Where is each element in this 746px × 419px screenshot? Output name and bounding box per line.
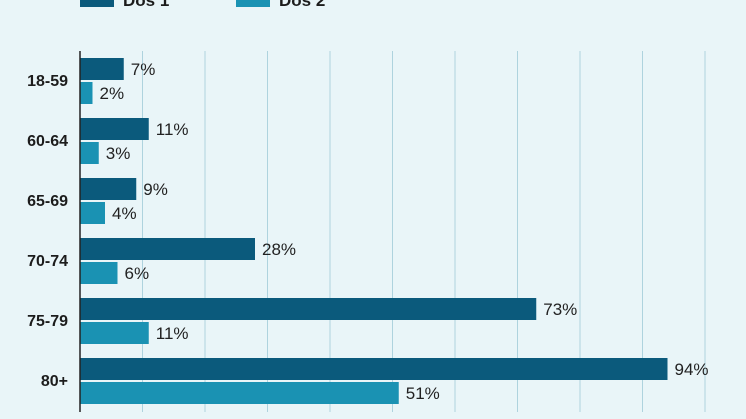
value-labels: 7% 2% 11% 3% 9% 4% 28% 6% 73% 11% 94% 51% xyxy=(100,60,709,403)
value-label-65-69-series-1: 9% xyxy=(143,180,168,199)
bar-80+-series-1 xyxy=(80,358,668,380)
legend-label-series-1: Dos 1 xyxy=(123,0,169,10)
bar-75-79-series-1 xyxy=(80,298,537,320)
value-label-65-69-series-2: 4% xyxy=(112,204,137,223)
bar-75-79-series-2 xyxy=(80,322,149,344)
value-label-70-74-series-1: 28% xyxy=(262,240,296,259)
legend-swatch-series-1 xyxy=(80,0,114,7)
category-label-70-74: 70-74 xyxy=(27,253,68,270)
value-label-75-79-series-1: 73% xyxy=(543,300,577,319)
category-label-60-64: 60-64 xyxy=(27,133,68,150)
category-label-80+: 80+ xyxy=(41,373,68,390)
bar-18-59-series-1 xyxy=(80,58,124,80)
bar-65-69-series-2 xyxy=(80,202,105,224)
bar-65-69-series-1 xyxy=(80,178,137,200)
value-label-60-64-series-2: 3% xyxy=(106,144,131,163)
bar-80+-series-2 xyxy=(80,382,399,404)
value-label-60-64-series-1: 11% xyxy=(156,120,189,139)
legend-label-series-2: Dos 2 xyxy=(279,0,325,10)
legend: Dos 1 Dos 2 xyxy=(80,0,325,10)
value-label-80+-series-2: 51% xyxy=(406,384,440,403)
value-label-18-59-series-1: 7% xyxy=(131,60,156,79)
bar-18-59-series-2 xyxy=(80,82,93,104)
legend-swatch-series-2 xyxy=(236,0,270,7)
bar-70-74-series-1 xyxy=(80,238,255,260)
value-label-70-74-series-2: 6% xyxy=(125,264,150,283)
category-label-65-69: 65-69 xyxy=(27,193,68,210)
category-label-18-59: 18-59 xyxy=(27,73,68,90)
grid-lines xyxy=(142,51,706,412)
value-label-80+-series-1: 94% xyxy=(675,360,709,379)
value-label-18-59-series-2: 2% xyxy=(100,84,125,103)
bar-70-74-series-2 xyxy=(80,262,118,284)
value-label-75-79-series-2: 11% xyxy=(156,324,189,343)
category-labels: 18-59 60-64 65-69 70-74 75-79 80+ xyxy=(27,73,68,390)
bar-60-64-series-1 xyxy=(80,118,149,140)
category-label-75-79: 75-79 xyxy=(27,313,68,330)
bar-60-64-series-2 xyxy=(80,142,99,164)
bars xyxy=(80,58,668,404)
